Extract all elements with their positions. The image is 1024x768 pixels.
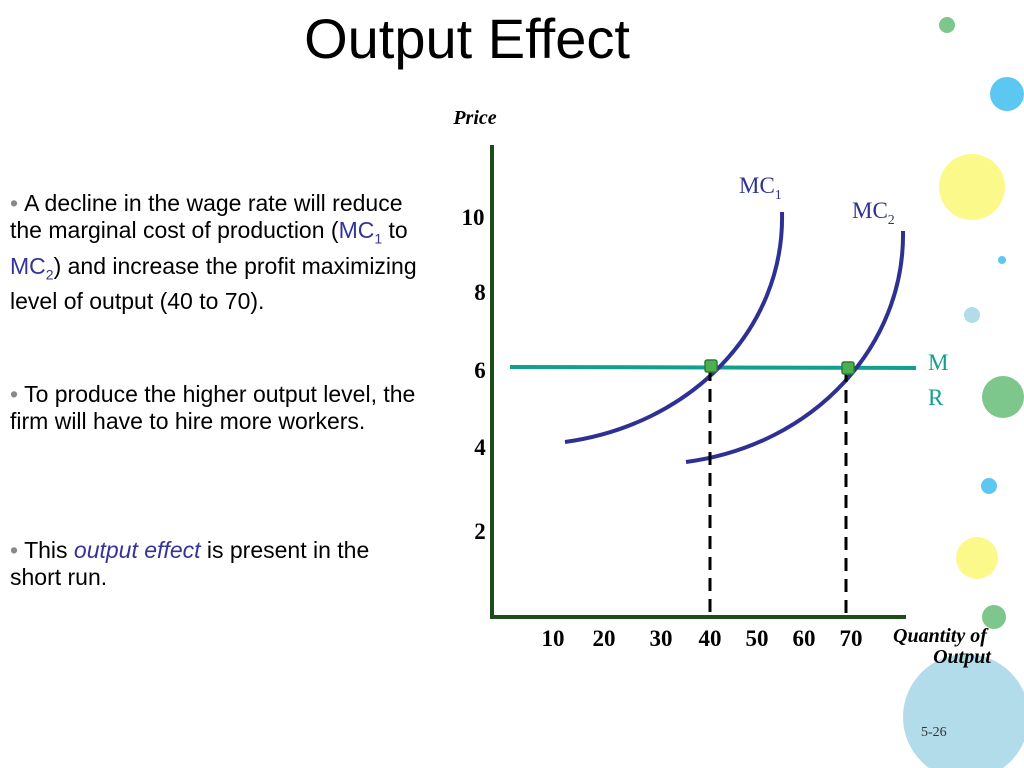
bullet-short-run: • This output effect is present in the sh… (10, 537, 422, 591)
x-tick-label: 30 (650, 626, 673, 651)
deco-circle (939, 17, 955, 33)
x-tick-label: 50 (746, 626, 769, 651)
y-tick-label: 10 (462, 205, 485, 230)
y-tick-label: 6 (474, 358, 486, 383)
deco-circle (998, 256, 1006, 264)
bullet-text: This (24, 537, 74, 563)
bullet-marker: • (10, 537, 19, 563)
mc1-curve (564, 211, 785, 444)
slide-number: 5-26 (921, 725, 947, 740)
deco-circle (981, 478, 997, 494)
bullet-text: to (382, 217, 408, 243)
x-axis-label-line2: Output (933, 646, 992, 668)
deco-circle (964, 307, 980, 323)
x-tick-label: 20 (593, 626, 616, 651)
bullet-text: is present in the short run. (10, 537, 370, 590)
bullet-text: ) and increase the profit maximizing lev… (10, 252, 417, 315)
slide-title: Output Effect (304, 7, 630, 70)
deco-circle (903, 654, 1024, 768)
output-effect-emphasis: output effect (73, 537, 201, 563)
x-axis-label-line1: Quantity of (893, 625, 989, 647)
bullet-marker: • (10, 381, 19, 407)
mc2-ref: MC2 (10, 252, 54, 283)
y-tick-label: 2 (474, 519, 486, 544)
y-tick-label: 8 (474, 280, 486, 305)
deco-circle (956, 537, 998, 579)
bullet-wage-decline: • A decline in the wage rate will reduce … (10, 190, 422, 315)
equilibrium-point-q70 (841, 361, 855, 375)
x-tick-label: 40 (699, 626, 722, 651)
mc2-curve (685, 230, 906, 464)
deco-circle (982, 605, 1006, 629)
y-tick-label: 4 (474, 435, 486, 460)
bullet-text: To produce the higher output level, the … (10, 381, 416, 434)
mc1-ref: MC1 (338, 217, 383, 247)
bullet-text: A decline in the wage rate will reduce t… (10, 190, 403, 243)
x-tick-label: 60 (793, 626, 816, 651)
deco-circle (939, 154, 1005, 220)
deco-circle (990, 77, 1024, 111)
y-axis-label: Price (452, 107, 496, 129)
mc1-label: MC1 (739, 173, 782, 203)
bullet-hire-workers: • To produce the higher output level, the… (10, 381, 422, 435)
mr-label-line2: R (928, 385, 944, 410)
x-tick-label: 70 (840, 626, 863, 651)
x-tick-label: 10 (542, 626, 565, 651)
mc2-label: MC2 (852, 198, 895, 228)
mr-label-line1: M (928, 350, 948, 375)
equilibrium-point-q40 (704, 359, 718, 373)
bullet-marker: • (10, 190, 19, 216)
deco-circle (982, 376, 1024, 418)
